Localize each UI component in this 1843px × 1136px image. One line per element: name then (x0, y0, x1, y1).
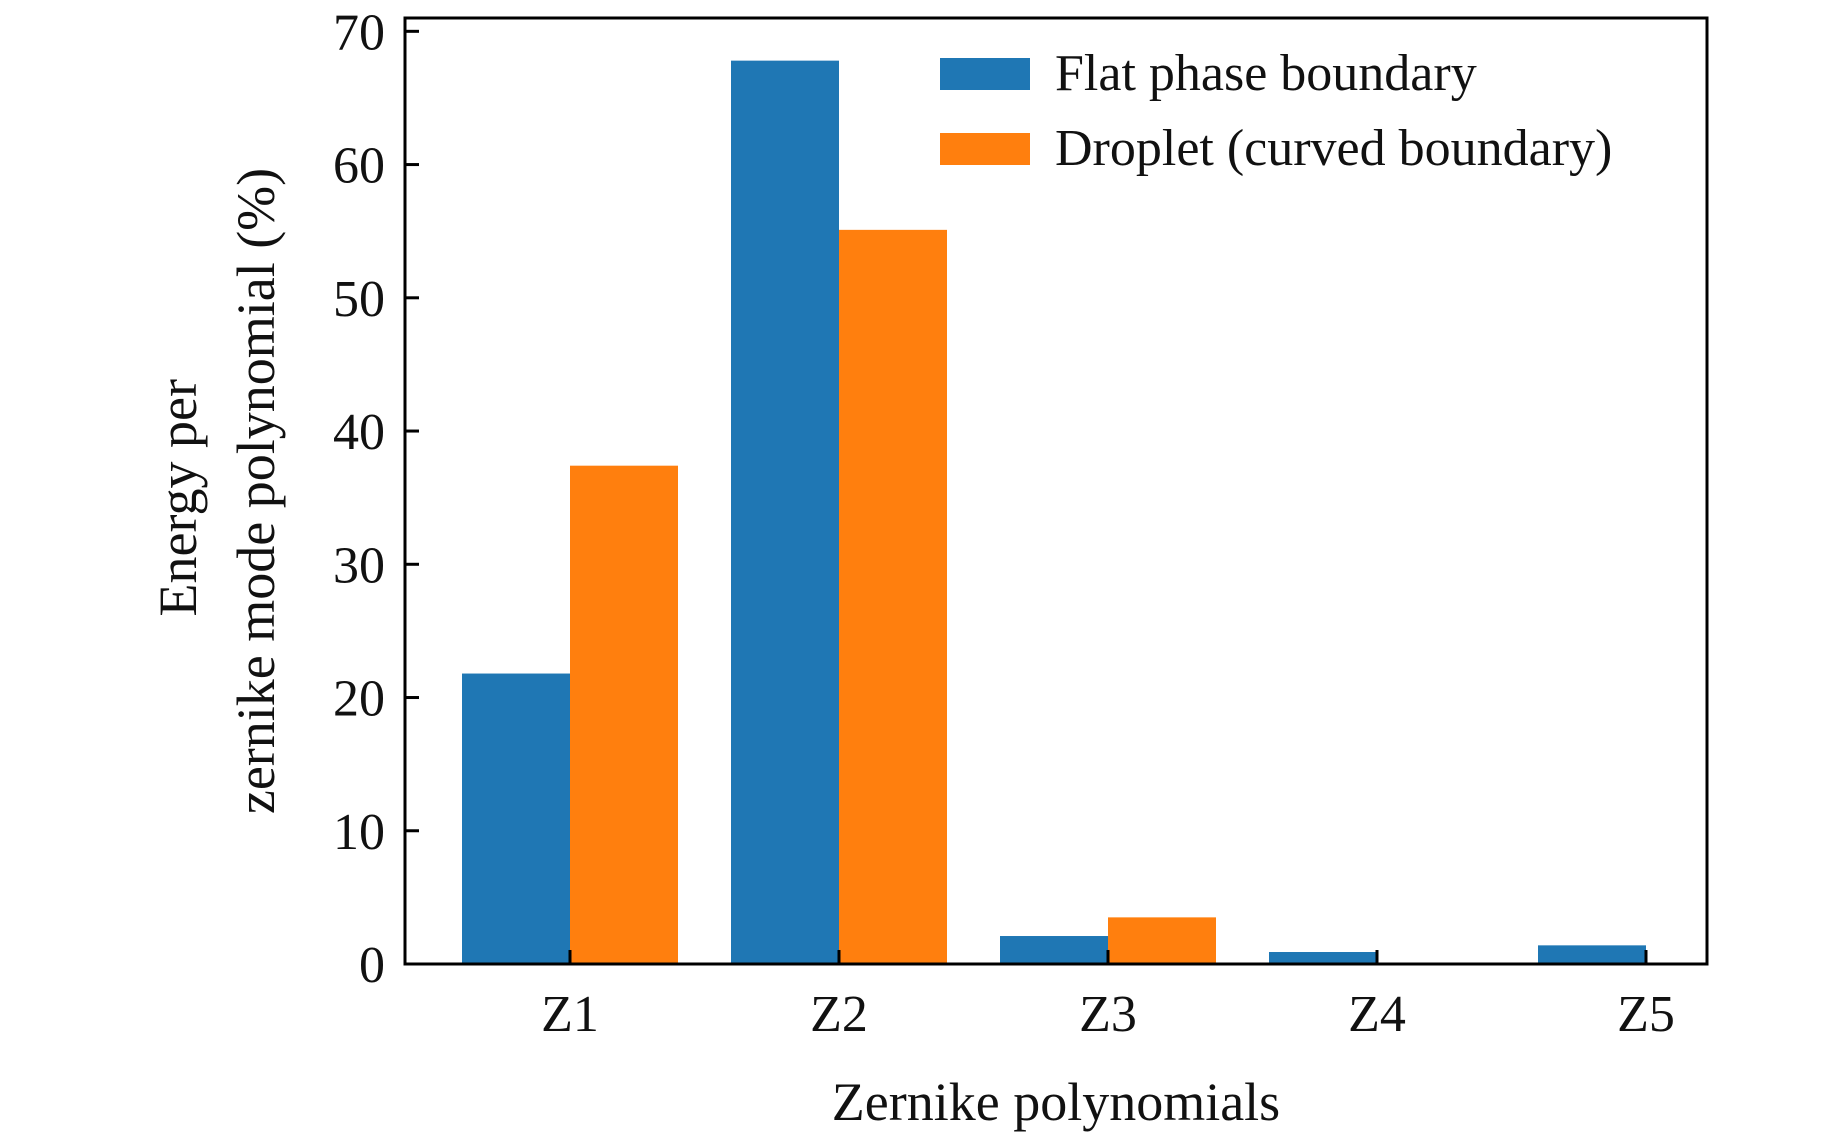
x-tick-label: Z1 (541, 986, 599, 1043)
y-axis-label: Energy per zernike mode polynomial (%) (148, 168, 286, 814)
x-tick-label: Z3 (1079, 986, 1137, 1043)
bar-z5-series-1 (1538, 945, 1646, 964)
y-tick-label: 50 (333, 271, 385, 328)
bar-z4-series-1 (1269, 952, 1377, 964)
bar-z2-series-2 (839, 229, 947, 964)
x-axis-label: Zernike polynomials (832, 1072, 1280, 1132)
bar-z3-series-1 (1000, 936, 1108, 964)
legend-swatch-2 (940, 133, 1030, 165)
bar-z2-series-1 (731, 60, 839, 965)
ticks-layer: 0 10 20 30 40 50 60 70 Z1 Z2 Z3 Z4 Z5 (333, 4, 1675, 1043)
legend-label-2: Droplet (curved boundary) (1055, 120, 1612, 177)
plot-frame (403, 16, 1709, 966)
y-tick-label: 70 (333, 4, 385, 61)
y-tick-label: 60 (333, 138, 385, 195)
bar-z3-series-2 (1108, 917, 1216, 964)
y-tick-label: 0 (359, 937, 385, 994)
x-tick-label: Z2 (810, 986, 868, 1043)
bars-layer (462, 60, 1646, 965)
y-tick-label: 20 (333, 671, 385, 728)
y-axis-label-line-1: Energy per (148, 379, 208, 616)
x-tick-label: Z5 (1617, 986, 1675, 1043)
legend-swatch-1 (940, 58, 1030, 90)
legend: Flat phase boundary Droplet (curved bound… (940, 45, 1612, 177)
y-tick-label: 10 (333, 804, 385, 861)
legend-label-1: Flat phase boundary (1055, 45, 1477, 102)
y-tick-label: 40 (333, 404, 385, 461)
bar-z1-series-2 (570, 465, 678, 964)
bar-z1-series-1 (462, 673, 570, 964)
y-axis-label-line-2: zernike mode polynomial (%) (226, 168, 286, 814)
y-tick-label: 30 (333, 537, 385, 594)
x-tick-label: Z4 (1348, 986, 1406, 1043)
